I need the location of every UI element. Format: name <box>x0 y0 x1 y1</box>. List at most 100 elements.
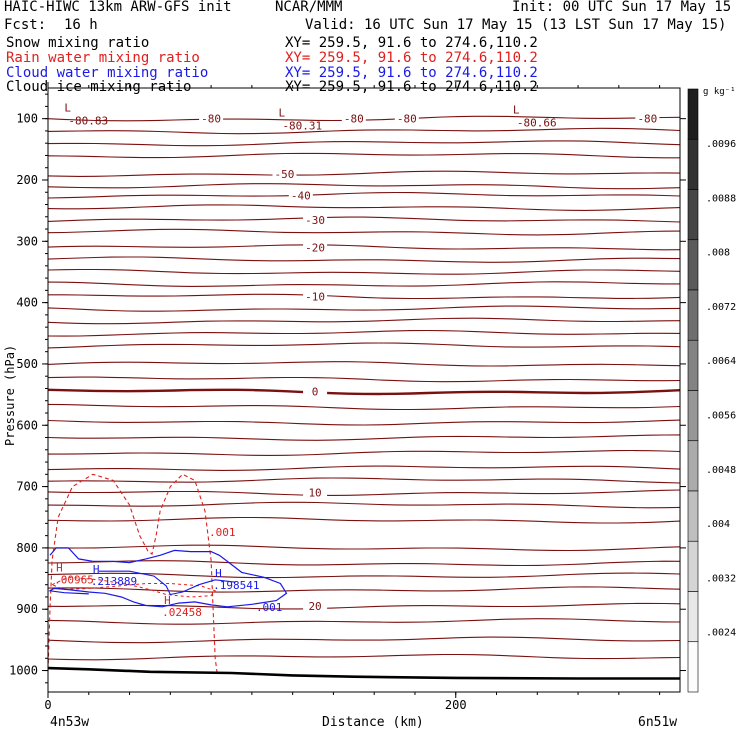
temperature-label-bg <box>272 167 297 180</box>
temperature-contour-line <box>47 376 681 383</box>
low-value: -80.66 <box>517 116 557 129</box>
temperature-contour--20 <box>47 244 681 251</box>
temperature-contour--10 <box>48 293 681 300</box>
y-tick-label: 500 <box>16 357 38 371</box>
temperature-contour-line <box>47 516 681 524</box>
cloud-water-high-marker: H <box>93 563 100 576</box>
temperature-label: -80 <box>397 113 417 126</box>
low-marker: L <box>278 107 285 120</box>
field-cloudice-xy: XY= 259.5, 91.6 to 274.6,110.2 <box>285 79 538 95</box>
colorbar-swatch <box>687 540 699 592</box>
colorbar-tick-label: .0056 <box>706 411 736 422</box>
rain-value-label: .00965 <box>54 574 94 587</box>
temperature-label: -80 <box>201 113 221 126</box>
forecast-label: Fcst: <box>4 17 47 33</box>
temperature-contour-line <box>47 361 681 367</box>
left-endpoint-label: 4n53w <box>50 715 89 730</box>
colorbar-unit: g kg⁻¹ <box>703 87 736 97</box>
temperature-label: -10 <box>305 290 325 303</box>
cloud-water-high-marker: H <box>215 567 222 580</box>
temperature-contour-line <box>47 544 681 552</box>
temperature-label: -80 <box>344 113 364 126</box>
temperature-label: -20 <box>305 241 325 254</box>
colorbar-swatch <box>687 189 699 241</box>
colorbar-swatch <box>687 339 699 391</box>
colorbar-swatch <box>687 138 699 190</box>
temperature-contour-20 <box>47 602 681 610</box>
rain-high-marker: H <box>164 594 171 607</box>
temperature-label-bg <box>303 385 328 398</box>
y-tick-label: 900 <box>16 602 38 616</box>
org-label: NCAR/MMM <box>275 0 343 15</box>
temperature-contour-line <box>47 127 681 135</box>
temperature-label-bg <box>341 112 366 125</box>
temperature-label-bg <box>303 486 328 499</box>
rain-value-label: .001 <box>209 526 236 539</box>
y-tick-label: 200 <box>16 173 38 187</box>
temperature-label-bg <box>394 112 419 125</box>
temperature-label-bg <box>288 189 313 202</box>
y-tick-label: 600 <box>16 418 38 432</box>
temperature-contour-0 <box>47 388 681 396</box>
low-marker: L <box>513 103 520 116</box>
plot-frame <box>47 87 681 693</box>
forecast-value: 16 h <box>64 17 98 33</box>
temperature-contour-line <box>47 586 681 593</box>
temperature-contour-line <box>47 477 681 484</box>
temperature-contour-line <box>47 653 681 661</box>
colorbar-swatch <box>687 490 699 542</box>
temperature-contour-line <box>47 636 681 644</box>
temperature-label: -50 <box>275 168 295 181</box>
rain-high-marker: H <box>56 562 63 575</box>
temperature-label-bg <box>635 112 660 125</box>
colorbar-swatch <box>687 641 699 693</box>
colorbar-tick-label: .0024 <box>706 628 736 639</box>
temperature-contour--50 <box>47 170 681 177</box>
temperature-contour-line <box>47 572 681 579</box>
x-tick-label: 0 <box>44 698 51 712</box>
temperature-label-bg <box>199 112 224 125</box>
y-tick-label: 300 <box>16 234 38 248</box>
colorbar-swatch <box>687 440 699 492</box>
temperature-label-bg <box>303 600 328 613</box>
colorbar-swatch <box>687 390 699 442</box>
x-axis-title: Distance (km) <box>322 715 424 730</box>
temperature-contour--40 <box>47 191 681 199</box>
colorbar-swatch <box>687 239 699 291</box>
temperature-label: 0 <box>312 386 319 399</box>
y-tick-label: 100 <box>16 112 38 126</box>
temperature-label-bg <box>303 241 328 254</box>
y-axis-title: Pressure (hPa) <box>3 345 17 446</box>
temperature-label: -40 <box>291 189 311 202</box>
temperature-contour-line <box>47 140 681 147</box>
valid-time: Valid: 16 UTC Sun 17 May 15 (13 LST Sun … <box>305 17 727 33</box>
temperature-label: 20 <box>308 600 321 613</box>
colorbar-tick-label: .0096 <box>706 139 736 150</box>
x-tick-label: 200 <box>445 698 467 712</box>
cloud-water-value-label: .198541 <box>213 579 259 592</box>
temperature-contour-line <box>48 449 681 456</box>
temperature-contour-line <box>47 419 681 426</box>
field-rain-name: Rain water mixing ratio <box>6 50 200 66</box>
colorbar-tick-label: .008 <box>706 248 730 259</box>
colorbar-tick-label: .0032 <box>706 573 736 584</box>
colorbar-swatch <box>687 289 699 341</box>
colorbar-tick-label: .0048 <box>706 465 736 476</box>
field-cloudwater-name: Cloud water mixing ratio <box>6 65 209 81</box>
cloud-water-contour-inner <box>99 570 236 596</box>
y-tick-label: 1000 <box>9 664 38 678</box>
temperature-label: -30 <box>305 214 325 227</box>
temperature-contour-line <box>47 152 680 159</box>
field-cloudwater-xy: XY= 259.5, 91.6 to 274.6,110.2 <box>285 65 538 81</box>
colorbar-swatch <box>687 591 699 643</box>
temperature-contour-line <box>47 342 681 349</box>
temperature-label-bg <box>303 213 328 226</box>
model-title: HAIC-HIWC 13km ARW-GFS init <box>4 0 232 15</box>
colorbar-tick-label: .0064 <box>706 356 736 367</box>
temperature-contour-line <box>47 317 681 325</box>
y-tick-label: 800 <box>16 541 38 555</box>
rain-value-label: .02458 <box>162 606 202 619</box>
temperature-label-bg <box>303 290 328 303</box>
temperature-contour-line <box>47 183 681 190</box>
